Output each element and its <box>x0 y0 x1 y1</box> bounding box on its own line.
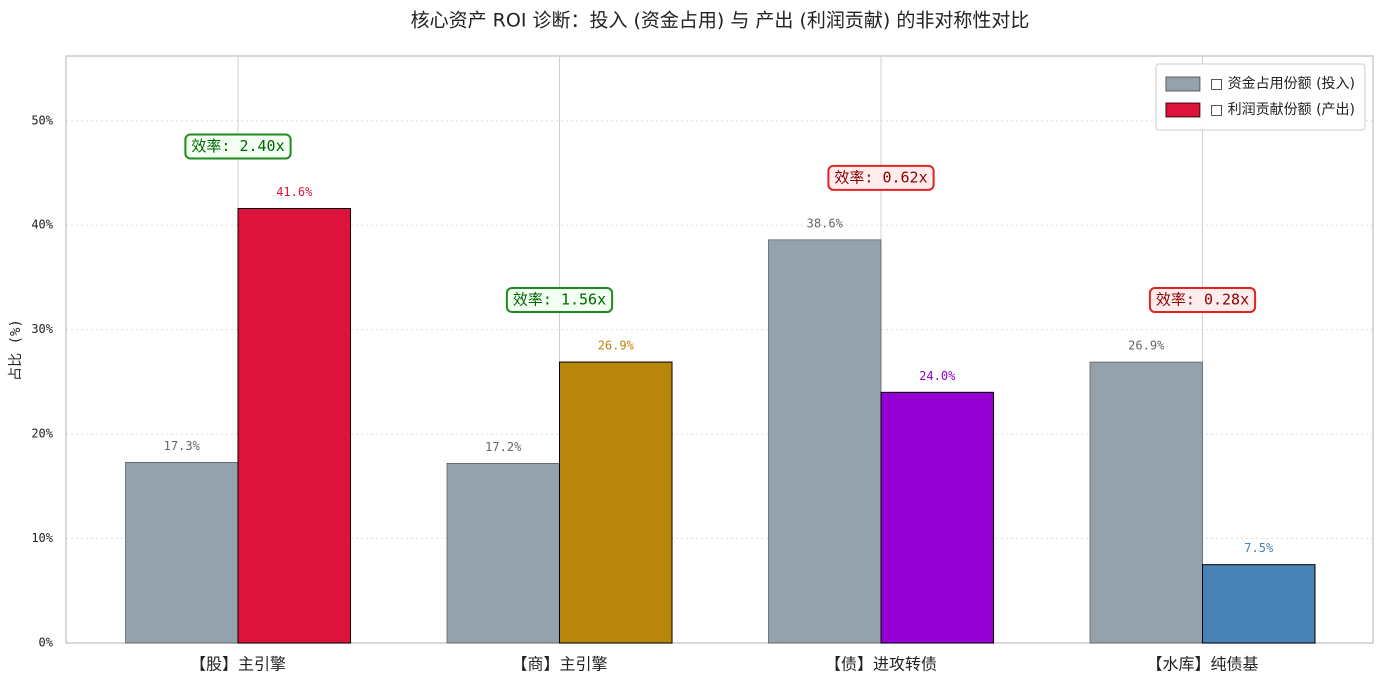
value-label: 17.3% <box>164 439 201 453</box>
annotation-box <box>1148 287 1257 314</box>
value-label: 41.6% <box>276 185 313 199</box>
efficiency-annotation: 效率: 2.40x <box>184 133 292 160</box>
legend-swatch <box>1165 102 1201 118</box>
legend-box <box>1155 63 1366 131</box>
annotation-text: 效率: 1.56x <box>513 291 606 309</box>
annotation-box <box>184 133 292 160</box>
bar <box>880 391 995 644</box>
annotation-text: 效率: 0.28x <box>1156 291 1249 309</box>
legend-label: □ 利润贡献份额 (产出) <box>1210 102 1355 118</box>
bar <box>237 207 352 644</box>
annotation-text: 效率: 2.40x <box>191 137 284 155</box>
value-label: 26.9% <box>598 339 635 353</box>
annotation-box <box>505 287 614 314</box>
efficiency-annotation: 效率: 1.56x <box>505 287 614 314</box>
value-label: 38.6% <box>807 216 844 230</box>
value-label: 17.2% <box>485 440 522 454</box>
x-tick-label: 【债】进攻转债 <box>825 655 937 674</box>
legend-swatch <box>1165 76 1201 92</box>
y-tick-label: 10% <box>31 531 53 545</box>
y-axis-label: 占比 (%) <box>8 319 24 381</box>
annotation-text: 效率: 0.62x <box>834 168 927 186</box>
bar <box>1089 361 1203 644</box>
legend: □ 资金占用份额 (投入) □ 利润贡献份额 (产出) <box>1155 63 1366 131</box>
y-tick-label: 20% <box>31 427 53 441</box>
bar <box>1202 564 1316 644</box>
chart-title: 核心资产 ROI 诊断：投入 (资金占用) 与 产出 (利润贡献) 的非对称性对… <box>411 10 1030 32</box>
y-tick-label: 40% <box>31 218 53 232</box>
x-tick-label: 【商】主引擎 <box>511 655 607 674</box>
bar <box>768 239 882 644</box>
legend-label: □ 资金占用份额 (投入) <box>1210 76 1355 92</box>
y-tick-label: 30% <box>31 322 53 336</box>
y-tick-label: 50% <box>31 113 53 127</box>
value-label: 24.0% <box>919 369 956 383</box>
value-label: 26.9% <box>1128 339 1165 353</box>
value-label: 7.5% <box>1244 541 1274 555</box>
x-tick-label: 【水库】纯债基 <box>1146 655 1258 674</box>
y-tick-label: 0% <box>39 636 54 650</box>
annotation-box <box>827 164 935 191</box>
bar <box>446 463 560 644</box>
x-tick-label: 【股】主引擎 <box>190 655 286 674</box>
bar <box>125 462 239 644</box>
bar <box>559 361 673 644</box>
plot-frame <box>65 55 1374 644</box>
efficiency-annotation: 效率: 0.62x <box>827 164 935 191</box>
efficiency-annotation: 效率: 0.28x <box>1148 287 1257 314</box>
